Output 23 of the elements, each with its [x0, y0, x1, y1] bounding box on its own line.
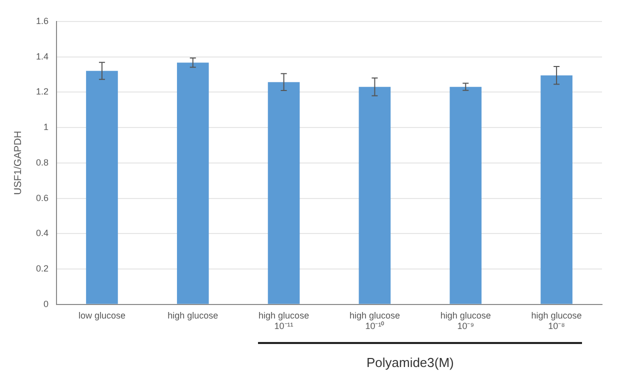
x-tick-label: high glucose 10⁻¹¹ — [258, 310, 310, 332]
x-tick-label: high glucose — [168, 310, 218, 320]
bar — [358, 86, 391, 304]
y-tick-label: 1.4 — [36, 51, 49, 62]
x-tick-label: high glucose 10⁻⁸ — [531, 310, 582, 332]
y-tick-label: 1.6 — [36, 16, 49, 26]
bar — [268, 82, 300, 304]
x-tick-label: high glucose 10⁻¹⁰ — [349, 310, 400, 332]
bar — [86, 70, 118, 304]
y-tick-label: 1.2 — [36, 86, 49, 97]
text: Polyamide3(M) — [366, 355, 454, 370]
y-tick-label: 0.4 — [36, 228, 49, 238]
y-tick-label: 0 — [43, 298, 49, 309]
y-tick-label: 0.6 — [36, 192, 49, 203]
bar — [540, 75, 572, 304]
x-tick-label: high glucose 10⁻⁹ — [440, 310, 491, 332]
bar — [450, 86, 482, 304]
y-axis-title: USF1/GAPDH — [12, 130, 24, 195]
x-tick-label: low glucose — [78, 310, 126, 320]
y-tick-label: 0.2 — [36, 264, 49, 274]
bar — [176, 62, 209, 304]
y-tick-label: 0.8 — [36, 157, 49, 168]
y-tick-label: 1 — [43, 122, 49, 132]
